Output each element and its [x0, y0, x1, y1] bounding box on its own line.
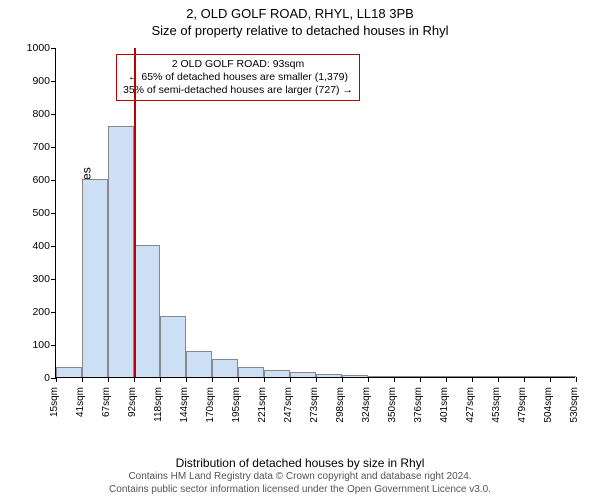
marker-line — [134, 48, 136, 377]
y-tick-label: 500 — [18, 207, 50, 219]
histogram-bar — [108, 126, 134, 377]
y-tick — [51, 345, 56, 346]
x-tick — [472, 377, 473, 382]
y-tick — [51, 48, 56, 49]
x-tick — [394, 377, 395, 382]
x-tick-label: 504sqm — [543, 387, 554, 423]
y-tick — [51, 279, 56, 280]
histogram-bar — [186, 351, 212, 377]
x-tick — [316, 377, 317, 382]
x-tick — [134, 377, 135, 382]
x-tick — [186, 377, 187, 382]
x-tick — [446, 377, 447, 382]
chart-area: 2 OLD GOLF ROAD: 93sqm ← 65% of detached… — [55, 48, 575, 418]
x-tick-label: 118sqm — [153, 387, 164, 422]
x-tick-label: 479sqm — [517, 387, 528, 423]
histogram-bar — [264, 370, 290, 377]
x-tick-label: 247sqm — [283, 387, 294, 423]
annotation-box: 2 OLD GOLF ROAD: 93sqm ← 65% of detached… — [116, 54, 360, 101]
y-tick — [51, 81, 56, 82]
x-tick-label: 427sqm — [465, 387, 476, 423]
x-tick-label: 144sqm — [179, 387, 190, 423]
histogram-bar — [56, 367, 82, 377]
histogram-bar — [316, 374, 342, 377]
x-tick — [368, 377, 369, 382]
x-tick-label: 401sqm — [439, 387, 450, 423]
x-tick — [550, 377, 551, 382]
chart-title: 2, OLD GOLF ROAD, RHYL, LL18 3PB — [0, 0, 600, 21]
x-tick-label: 376sqm — [413, 387, 424, 423]
x-tick — [420, 377, 421, 382]
x-tick-label: 15sqm — [49, 387, 60, 417]
x-tick — [238, 377, 239, 382]
x-tick — [264, 377, 265, 382]
histogram-bar — [238, 367, 264, 377]
x-tick-label: 92sqm — [127, 387, 138, 417]
y-tick — [51, 147, 56, 148]
x-tick — [56, 377, 57, 382]
y-tick-label: 900 — [18, 75, 50, 87]
x-tick — [212, 377, 213, 382]
y-tick-label: 1000 — [18, 42, 50, 54]
x-tick — [108, 377, 109, 382]
annotation-line1: 2 OLD GOLF ROAD: 93sqm — [123, 58, 353, 71]
y-tick-label: 800 — [18, 108, 50, 120]
x-axis-label: Distribution of detached houses by size … — [0, 456, 600, 470]
annotation-line3: 35% of semi-detached houses are larger (… — [123, 84, 353, 97]
y-tick-label: 400 — [18, 240, 50, 252]
chart-subtitle: Size of property relative to detached ho… — [0, 21, 600, 38]
x-tick — [290, 377, 291, 382]
x-tick — [82, 377, 83, 382]
histogram-bar — [134, 245, 160, 377]
y-tick-label: 100 — [18, 339, 50, 351]
histogram-bar — [524, 376, 550, 377]
x-tick — [498, 377, 499, 382]
histogram-bar — [420, 376, 446, 377]
y-tick — [51, 312, 56, 313]
x-tick-label: 67sqm — [101, 387, 112, 417]
x-tick-label: 298sqm — [335, 387, 346, 423]
x-tick — [576, 377, 577, 382]
y-tick-label: 300 — [18, 273, 50, 285]
histogram-bar — [368, 376, 394, 377]
y-tick-label: 600 — [18, 174, 50, 186]
x-tick — [342, 377, 343, 382]
x-tick — [160, 377, 161, 382]
x-tick-label: 41sqm — [75, 387, 86, 417]
footer-line2: Contains public sector information licen… — [0, 484, 600, 497]
x-tick-label: 221sqm — [257, 387, 268, 423]
histogram-bar — [290, 372, 316, 377]
x-tick — [524, 377, 525, 382]
x-tick-label: 170sqm — [205, 387, 216, 423]
y-tick — [51, 246, 56, 247]
y-tick — [51, 213, 56, 214]
plot-area: 2 OLD GOLF ROAD: 93sqm ← 65% of detached… — [55, 48, 575, 378]
x-tick-label: 273sqm — [309, 387, 320, 423]
histogram-bar — [160, 316, 186, 377]
histogram-bar — [82, 179, 108, 377]
y-tick — [51, 114, 56, 115]
histogram-bar — [550, 376, 576, 377]
y-tick-label: 200 — [18, 306, 50, 318]
x-tick-label: 530sqm — [569, 387, 580, 423]
y-tick — [51, 180, 56, 181]
histogram-bar — [472, 376, 498, 377]
footer-text: Contains HM Land Registry data © Crown c… — [0, 471, 600, 496]
histogram-bar — [342, 375, 368, 377]
histogram-bar — [394, 376, 420, 377]
y-tick-label: 700 — [18, 141, 50, 153]
histogram-bar — [446, 376, 472, 377]
x-tick-label: 324sqm — [361, 387, 372, 423]
x-tick-label: 453sqm — [491, 387, 502, 423]
x-tick-label: 350sqm — [387, 387, 398, 423]
histogram-bar — [498, 376, 524, 377]
annotation-line2: ← 65% of detached houses are smaller (1,… — [123, 71, 353, 84]
histogram-bar — [212, 359, 238, 377]
y-tick-label: 0 — [18, 372, 50, 384]
x-tick-label: 195sqm — [231, 387, 242, 423]
chart-container: 2, OLD GOLF ROAD, RHYL, LL18 3PB Size of… — [0, 0, 600, 500]
footer-line1: Contains HM Land Registry data © Crown c… — [0, 471, 600, 484]
